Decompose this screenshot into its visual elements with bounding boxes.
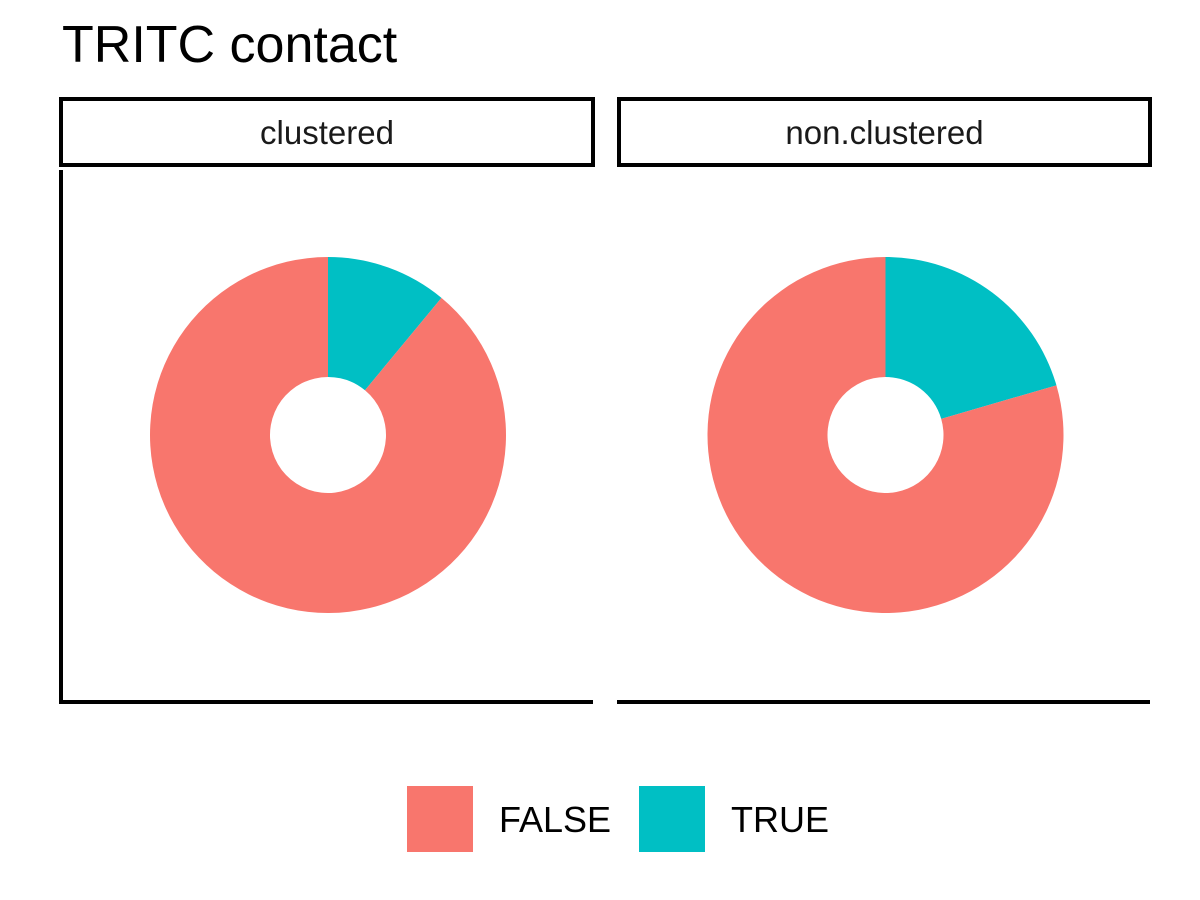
legend-label-true: TRUE xyxy=(731,799,829,840)
facet-strip-label: non.clustered xyxy=(785,114,983,151)
legend-label-false: FALSE xyxy=(499,799,611,840)
donut-slice-false xyxy=(150,257,506,613)
legend-key-false xyxy=(407,786,473,852)
facet-strip xyxy=(59,97,595,167)
legend: FALSE TRUE xyxy=(407,786,829,852)
facet-panel-non-clustered: non.clustered xyxy=(617,97,1152,704)
donut-slice-false xyxy=(707,257,1064,613)
legend-key-true xyxy=(639,786,705,852)
facet-strip xyxy=(617,97,1152,167)
donut-slice-true xyxy=(885,257,1057,419)
facet-strip-label: clustered xyxy=(260,114,394,151)
facet-panels: clustered non.clustered xyxy=(59,97,1152,704)
donut-slice-true xyxy=(328,257,442,391)
facet-panel-clustered: clustered xyxy=(59,97,595,704)
chart-title: TRITC contact xyxy=(62,16,398,74)
